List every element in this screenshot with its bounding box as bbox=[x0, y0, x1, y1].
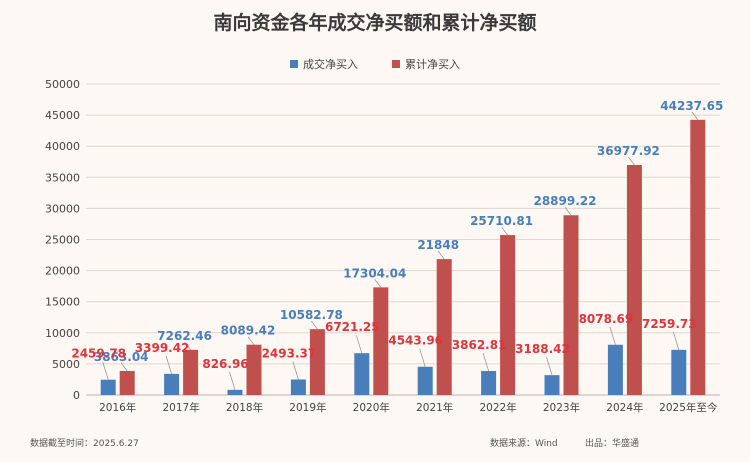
data-label-series2: 17304.04 bbox=[343, 266, 406, 280]
data-label-series1: 7259.73 bbox=[642, 317, 697, 331]
leader-line-series1 bbox=[419, 348, 426, 367]
y-tick-label: 0 bbox=[73, 389, 80, 402]
bar-series2 bbox=[373, 287, 389, 395]
data-label-series1: 3862.81 bbox=[452, 338, 507, 352]
data-label-series2: 8089.42 bbox=[221, 324, 276, 338]
bar-series2 bbox=[183, 349, 199, 395]
leader-line-series1 bbox=[546, 357, 553, 376]
leader-line-series2 bbox=[247, 336, 255, 345]
leader-line-series1 bbox=[229, 371, 236, 390]
bar-series2 bbox=[563, 215, 579, 395]
y-tick-label: 25000 bbox=[45, 234, 80, 247]
x-tick-label: 2016年 bbox=[99, 401, 136, 414]
leader-line-series1 bbox=[292, 361, 299, 380]
x-tick-label: 2017年 bbox=[162, 401, 199, 414]
footer-publisher: 出品：华盛通 bbox=[585, 439, 640, 449]
bar-series1 bbox=[227, 389, 243, 395]
leader-line-series2 bbox=[120, 362, 128, 372]
y-tick-label: 30000 bbox=[45, 202, 80, 215]
leader-line-series1 bbox=[672, 331, 680, 350]
data-label-series2: 25710.81 bbox=[470, 214, 533, 228]
x-tick-label: 2020年 bbox=[353, 401, 390, 414]
data-label-series2: 3863.04 bbox=[94, 350, 149, 364]
x-tick-label: 2021年 bbox=[416, 401, 453, 414]
leader-line-series2 bbox=[311, 320, 318, 330]
footer-date: 数据截至时间：2025.6.27 bbox=[30, 439, 139, 449]
chart-title: 南向资金各年成交净买额和累计净买额 bbox=[213, 12, 537, 34]
leader-line-series2 bbox=[374, 279, 382, 288]
data-label-series1: 6721.25 bbox=[325, 320, 380, 334]
data-label-series1: 4543.96 bbox=[388, 334, 443, 348]
bar-series1 bbox=[417, 366, 433, 395]
data-label-series1: 2493.37 bbox=[262, 346, 317, 360]
y-tick-label: 50000 bbox=[45, 78, 80, 91]
bar-series1 bbox=[481, 370, 497, 395]
legend-item-series1: 成交净买入 bbox=[290, 56, 358, 72]
y-tick-label: 10000 bbox=[45, 327, 80, 340]
leader-line-series2 bbox=[184, 341, 191, 351]
data-label-series1: 826.96 bbox=[202, 357, 248, 371]
bar-series2 bbox=[500, 235, 516, 395]
y-tick-label: 45000 bbox=[45, 109, 80, 122]
legend-label-series2: 累计净买入 bbox=[405, 58, 460, 71]
bar-series1 bbox=[290, 379, 306, 395]
leader-line-series1 bbox=[609, 326, 616, 345]
leader-line-series2 bbox=[691, 111, 699, 121]
bar-series2 bbox=[626, 164, 642, 395]
data-label-series1: 8078.69 bbox=[579, 312, 634, 326]
bar-series1 bbox=[607, 344, 623, 395]
x-tick-label: 2024年 bbox=[606, 401, 643, 414]
y-tick-label: 15000 bbox=[45, 296, 80, 309]
x-tick-label: 2018年 bbox=[226, 401, 263, 414]
bar-series2 bbox=[119, 370, 135, 395]
bar-series1 bbox=[100, 379, 116, 395]
legend: 成交净买入 累计净买入 bbox=[0, 56, 750, 72]
leader-line-series2 bbox=[628, 156, 635, 166]
legend-label-series1: 成交净买入 bbox=[303, 58, 358, 71]
data-label-series2: 44237.65 bbox=[660, 99, 723, 113]
data-label-series2: 21848 bbox=[417, 238, 459, 252]
x-tick-label: 2023年 bbox=[543, 401, 580, 414]
y-tick-label: 40000 bbox=[45, 140, 80, 153]
leader-line-series2 bbox=[564, 207, 572, 216]
data-label-series2: 7262.46 bbox=[157, 329, 212, 343]
legend-swatch-series2 bbox=[392, 60, 400, 68]
bar-series2 bbox=[309, 329, 325, 395]
y-tick-label: 5000 bbox=[52, 358, 80, 371]
x-tick-label: 2025年至今 bbox=[659, 401, 718, 414]
leader-line-series1 bbox=[165, 355, 172, 374]
data-label-series2: 36977.92 bbox=[597, 144, 660, 158]
data-label-series1: 3399.42 bbox=[135, 341, 190, 355]
y-tick-label: 35000 bbox=[45, 171, 80, 184]
legend-swatch-series1 bbox=[290, 60, 298, 68]
x-tick-label: 2022年 bbox=[479, 401, 516, 414]
leader-line-series1 bbox=[482, 352, 489, 372]
bar-series1 bbox=[164, 373, 180, 395]
leader-line-series1 bbox=[102, 361, 109, 380]
y-tick-label: 20000 bbox=[45, 265, 80, 278]
bar-series2 bbox=[690, 119, 706, 395]
bar-series1 bbox=[671, 349, 687, 395]
x-tick-label: 2019年 bbox=[289, 401, 326, 414]
data-label-series1: 3188.42 bbox=[515, 342, 570, 356]
data-label-series2: 10582.78 bbox=[280, 308, 343, 322]
data-label-series1: 2459.78 bbox=[71, 347, 126, 361]
bar-series2 bbox=[246, 344, 262, 395]
bar-series1 bbox=[544, 375, 560, 395]
data-label-series2: 28899.22 bbox=[533, 194, 596, 208]
legend-item-series2: 累计净买入 bbox=[392, 56, 460, 72]
leader-line-series1 bbox=[355, 335, 363, 354]
bar-series1 bbox=[354, 353, 370, 395]
leader-line-series2 bbox=[437, 250, 445, 260]
leader-line-series2 bbox=[501, 226, 508, 236]
footer-source: 数据来源：Wind bbox=[490, 439, 558, 449]
bar-series2 bbox=[436, 259, 452, 395]
